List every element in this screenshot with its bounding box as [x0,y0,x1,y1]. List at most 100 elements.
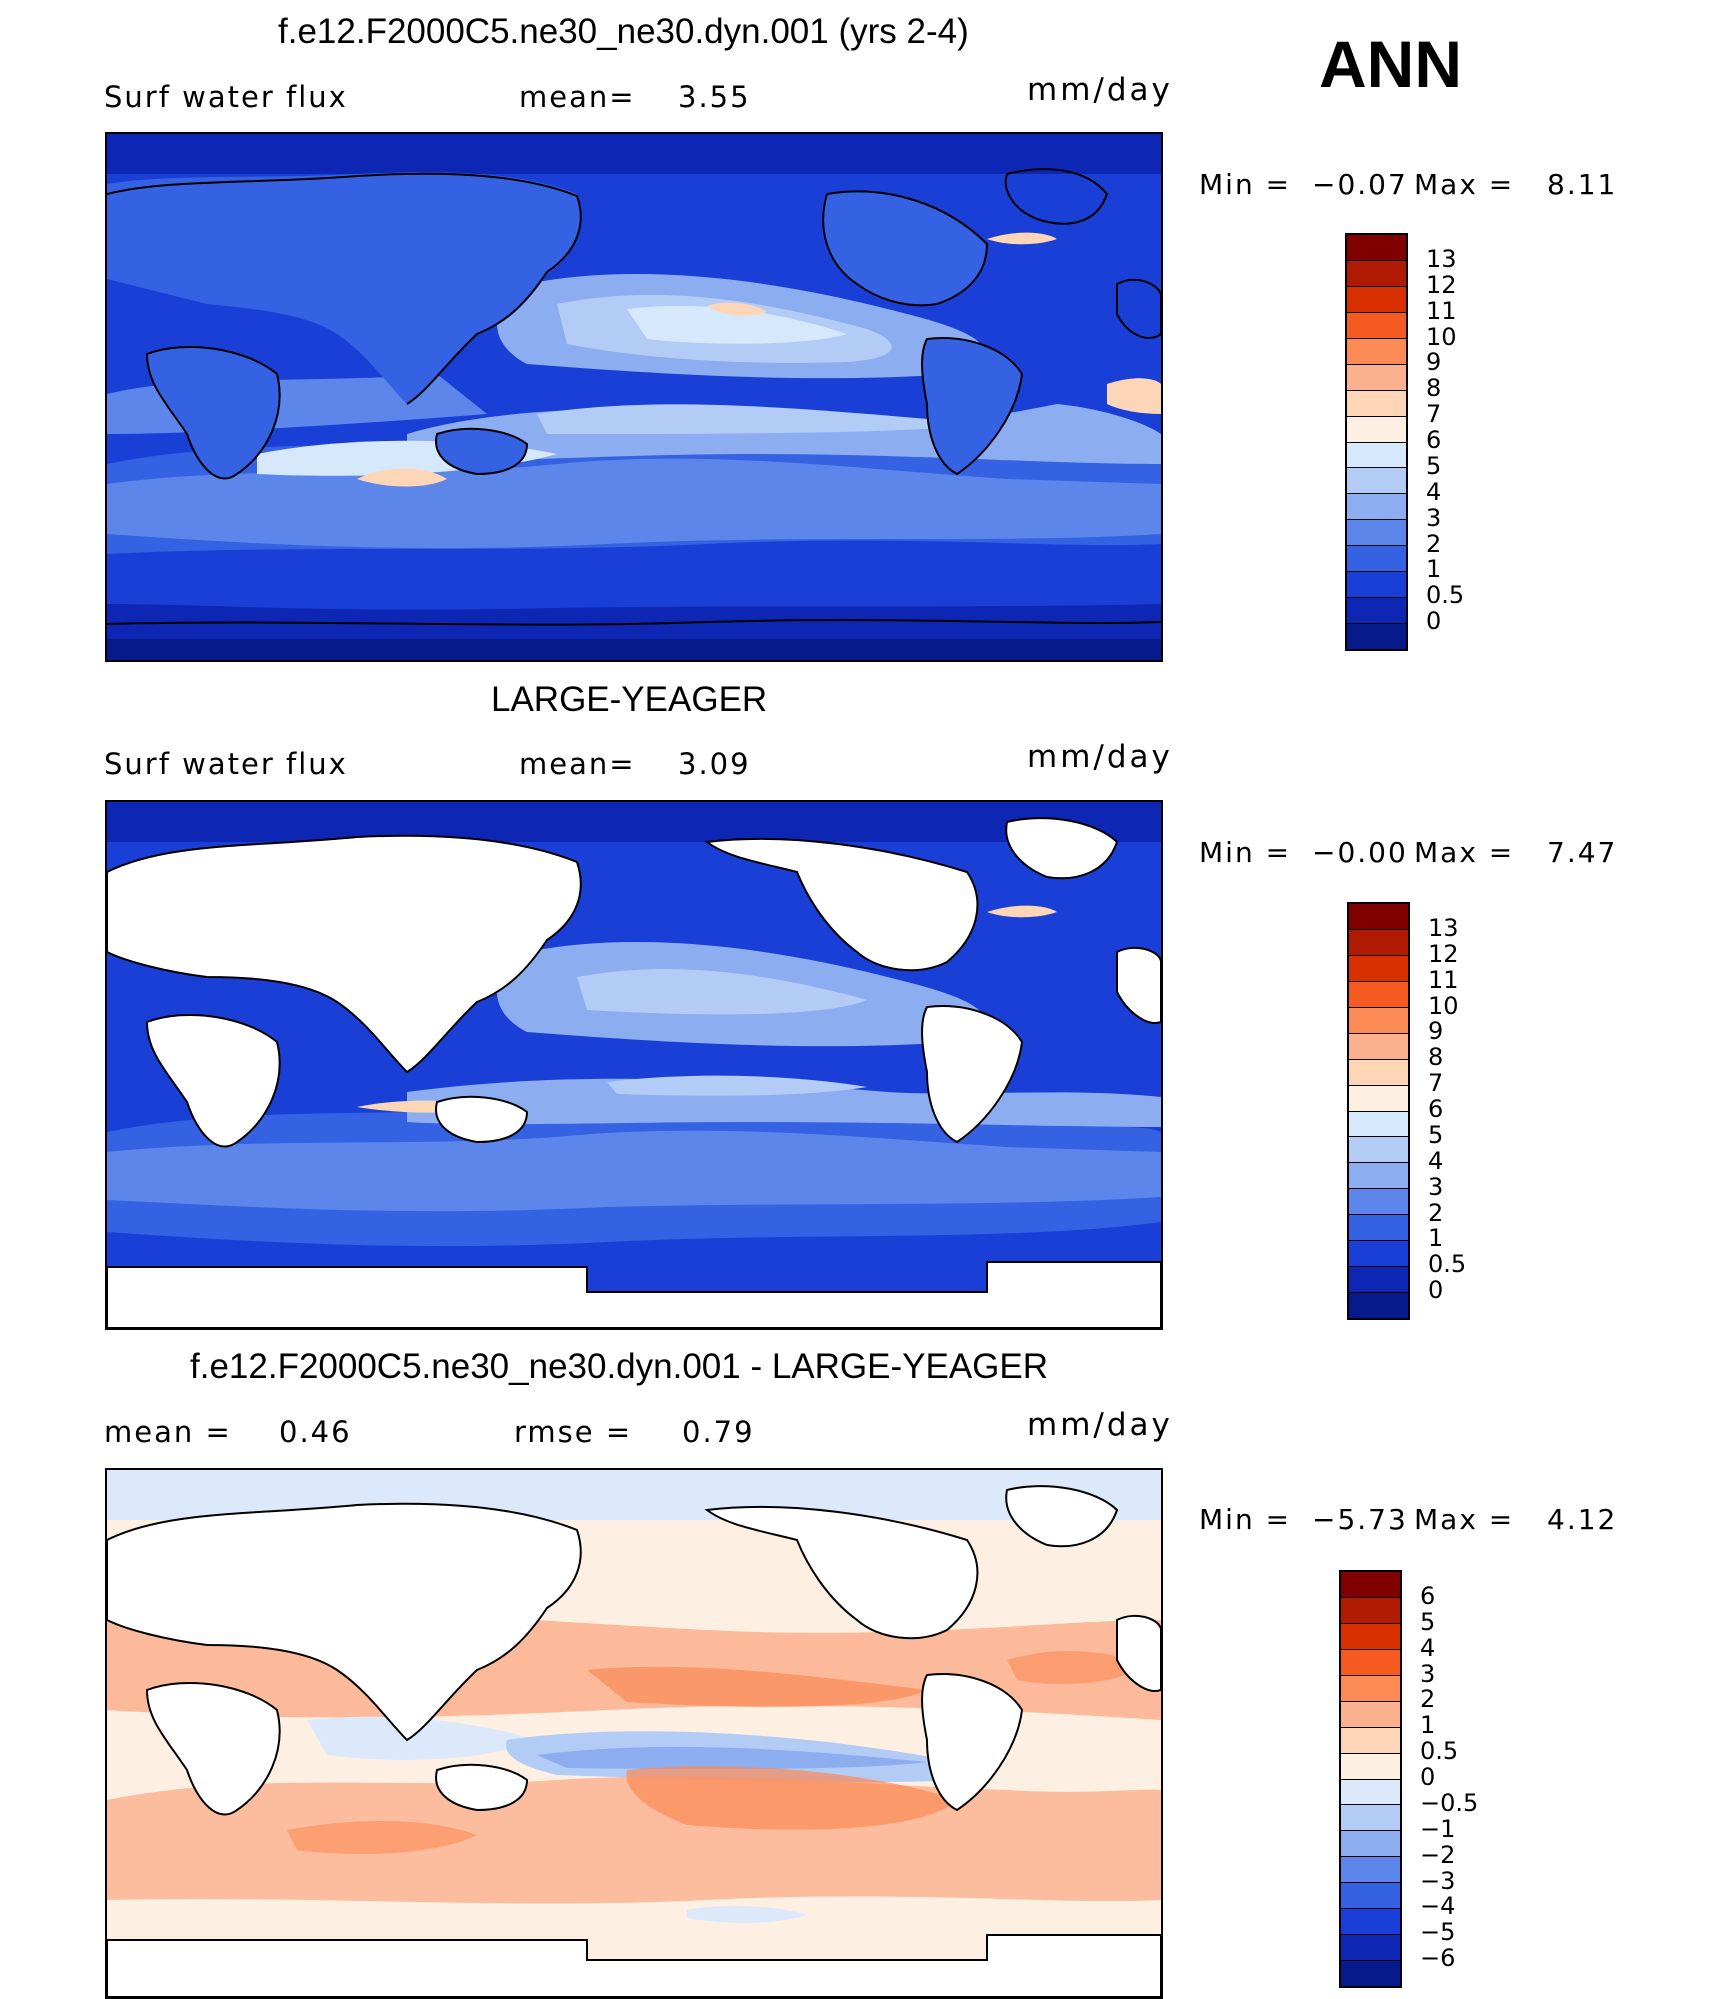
colorbar-tick-label: 1 [1428,1224,1444,1253]
colorbar-tick-label: 1 [1426,555,1442,584]
colorbar-tick-label: −5 [1420,1918,1456,1947]
colorbar-box [1341,1882,1400,1909]
colorbar-tick-label: 0 [1420,1763,1436,1791]
colorbar-box [1349,1188,1408,1215]
panel2-colorbar [1347,902,1410,1320]
panel1-colorbar-labels: 13 12 11 10 9 8 7 6 5 4 3 2 1 0.5 0 [1426,233,1486,647]
colorbar-tick-label: 11 [1426,296,1457,325]
colorbar-box [1349,980,1408,1007]
colorbar-tick-label: 6 [1420,1581,1436,1610]
colorbar-tick-label: 5 [1428,1120,1444,1149]
colorbar-box [1349,928,1408,955]
colorbar-box [1341,1622,1400,1649]
colorbar-box [1347,259,1406,286]
colorbar-tick-label: −0.5 [1420,1788,1479,1817]
colorbar-tick-label: 12 [1428,939,1459,968]
panel3-mean-label: mean = [104,1415,232,1449]
panel1-variable-label: Surf water flux [104,80,348,114]
colorbar-box [1347,623,1406,649]
colorbar-box [1347,337,1406,364]
panel2-mean-label: mean= [519,747,636,781]
panel1-min-value: −0.07 [1312,168,1408,201]
colorbar-box [1349,904,1408,929]
colorbar-box [1341,1934,1400,1961]
colorbar-box [1341,1572,1400,1597]
panel2-min-value: −0.00 [1312,836,1408,869]
colorbar-tick-label: 6 [1428,1095,1444,1123]
colorbar-tick-label: 9 [1426,348,1442,377]
colorbar-box [1341,1596,1400,1623]
colorbar-box [1349,1162,1408,1189]
colorbar-box [1347,571,1406,598]
colorbar-tick-label: 12 [1426,270,1457,299]
colorbar-tick-label: 11 [1428,965,1459,994]
panel2-map-svg [107,802,1161,1328]
colorbar-tick-label: 3 [1426,503,1442,532]
colorbar-box [1349,1266,1408,1293]
panel3-map-svg [107,1470,1161,1997]
panel1-colorbar [1345,233,1408,651]
colorbar-tick-label: 8 [1426,374,1442,403]
panel3-colorbar-labels: 6 5 4 3 2 1 0.5 0 −0.5 −1 −2 −3 −4 −5 −6 [1420,1570,1490,1984]
colorbar-tick-label: 2 [1426,529,1442,558]
colorbar-tick-label: 0.5 [1426,581,1465,610]
colorbar-box [1341,1752,1400,1779]
colorbar-tick-label: 2 [1428,1198,1444,1227]
panel1-units: mm/day [1027,72,1173,108]
colorbar-tick-label: 7 [1426,400,1442,429]
colorbar-tick-label: 13 [1426,244,1457,273]
colorbar-box [1347,545,1406,572]
panel1-mean-label: mean= [519,80,636,114]
panel1-max-label: Max = [1414,168,1515,201]
colorbar-box [1349,1032,1408,1059]
colorbar-box [1341,1856,1400,1883]
panel1-map-svg [107,134,1161,660]
colorbar-box [1341,1726,1400,1753]
colorbar-box [1347,311,1406,338]
colorbar-tick-label: 3 [1428,1172,1444,1201]
panel3-title: f.e12.F2000C5.ne30_ne30.dyn.001 - LARGE-… [190,1347,1049,1386]
colorbar-box [1349,1058,1408,1085]
colorbar-tick-label: 2 [1420,1685,1436,1714]
colorbar-box [1349,1006,1408,1033]
colorbar-tick-label: 5 [1420,1607,1436,1636]
colorbar-tick-label: 0 [1428,1276,1444,1305]
colorbar-tick-label: 0.5 [1428,1250,1467,1279]
colorbar-box [1347,285,1406,312]
colorbar-box [1347,519,1406,546]
panel3-max-value: 4.12 [1547,1503,1618,1536]
panel2-units: mm/day [1027,739,1173,775]
colorbar-tick-label: 6 [1426,426,1442,454]
season-label: ANN [1319,27,1462,101]
colorbar-box [1341,1778,1400,1805]
colorbar-tick-label: 13 [1428,913,1459,942]
colorbar-tick-label: 4 [1420,1633,1436,1662]
panel3-units: mm/day [1027,1407,1173,1443]
panel3-min-value: −5.73 [1312,1503,1408,1536]
colorbar-box [1347,493,1406,520]
colorbar-tick-label: 8 [1428,1043,1444,1072]
panel1-min-label: Min = [1199,168,1292,201]
panel2-mean-value: 3.09 [678,747,751,781]
panel1-title: f.e12.F2000C5.ne30_ne30.dyn.001 (yrs 2-4… [278,12,969,51]
colorbar-box [1341,1804,1400,1831]
colorbar-box [1341,1648,1400,1675]
colorbar-box [1349,1110,1408,1137]
colorbar-tick-label: −6 [1420,1944,1456,1973]
panel3-min-label: Min = [1199,1503,1292,1536]
colorbar-box [1347,415,1406,442]
panel2-colorbar-labels: 13 12 11 10 9 8 7 6 5 4 3 2 1 0.5 0 [1428,902,1488,1316]
colorbar-tick-label: −2 [1420,1840,1456,1869]
colorbar-tick-label: 10 [1428,991,1459,1020]
colorbar-box [1341,1960,1400,1986]
colorbar-tick-label: 5 [1426,451,1442,480]
colorbar-tick-label: 4 [1428,1146,1444,1175]
colorbar-tick-label: 0.5 [1420,1737,1459,1766]
colorbar-box [1341,1700,1400,1727]
colorbar-box [1341,1830,1400,1857]
panel3-rmse-value: 0.79 [682,1415,755,1449]
colorbar-tick-label: 9 [1428,1017,1444,1046]
colorbar-box [1347,389,1406,416]
colorbar-tick-label: 4 [1426,477,1442,506]
colorbar-box [1349,1084,1408,1111]
